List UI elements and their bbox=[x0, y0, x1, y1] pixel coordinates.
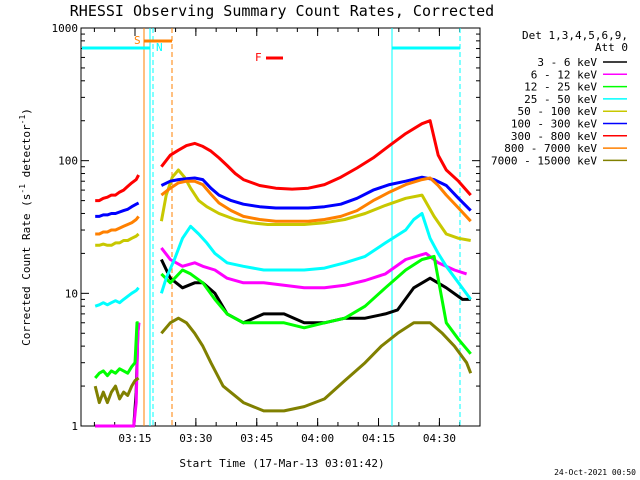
flare-flag-label: F bbox=[255, 51, 262, 64]
series-line-3-seg0 bbox=[94, 286, 140, 308]
series-line-2-seg1 bbox=[160, 254, 472, 355]
ylabel-sup2: -1 bbox=[18, 115, 27, 125]
series-line-0-seg0 bbox=[95, 322, 141, 428]
series-line-7-seg0 bbox=[95, 215, 140, 236]
plot-area-frame bbox=[80, 27, 481, 427]
legend-label: 6 - 12 keV bbox=[531, 68, 598, 81]
y-axis: 1 10 100 1000 bbox=[52, 22, 480, 433]
saa-flag-label: S bbox=[134, 34, 141, 47]
series-line-3-seg1 bbox=[159, 212, 472, 301]
series-line-7-seg1 bbox=[160, 176, 472, 223]
legend-header-line1: Det 1,3,4,5,6,9, bbox=[522, 29, 628, 42]
ylabel-end: ) bbox=[20, 108, 33, 115]
x-tick-label: 04:15 bbox=[362, 432, 395, 445]
x-tick-label: 03:15 bbox=[118, 432, 151, 445]
legend-label: 25 - 50 keV bbox=[524, 93, 597, 106]
y-tick-label: 1 bbox=[71, 420, 78, 433]
series-line-8-seg1 bbox=[160, 316, 473, 413]
series-line-2-seg0 bbox=[94, 321, 139, 379]
ylabel-main: Corrected Count Rate (s bbox=[20, 194, 33, 346]
timestamp: 24-Oct-2021 00:50 bbox=[554, 468, 636, 477]
ylabel-sup1: -1 bbox=[18, 184, 27, 194]
y-axis-label: Corrected Count Rate (s-1 detector-1) bbox=[18, 108, 33, 346]
series-line-0-seg1 bbox=[160, 258, 471, 325]
legend-label: 3 - 6 keV bbox=[537, 56, 597, 69]
y-tick-label: 10 bbox=[65, 287, 78, 300]
x-tick-label: 04:30 bbox=[423, 432, 456, 445]
series-line-6-seg0 bbox=[95, 174, 140, 203]
legend-label: 800 - 7000 keV bbox=[504, 142, 597, 155]
series-line-1-seg0 bbox=[95, 322, 141, 428]
legend-label: 7000 - 15000 keV bbox=[491, 154, 597, 167]
y-axis-title: Corrected Count Rate (s-1 detector-1) bbox=[18, 108, 33, 346]
series-line-1-seg1 bbox=[160, 246, 468, 290]
background-markers: S N F bbox=[82, 28, 461, 426]
series-line-4-seg1 bbox=[159, 168, 471, 242]
data-series bbox=[93, 119, 473, 428]
series-line-5-seg1 bbox=[160, 175, 472, 212]
legend-label: 12 - 25 keV bbox=[524, 81, 597, 94]
ylabel-mid: detector bbox=[20, 124, 33, 184]
x-tick-label: 03:45 bbox=[240, 432, 273, 445]
legend-label: 50 - 100 keV bbox=[518, 105, 598, 118]
series-line-8-seg0 bbox=[93, 376, 140, 405]
series-line-6-seg1 bbox=[160, 119, 472, 197]
x-tick-label: 03:30 bbox=[179, 432, 212, 445]
chart-title: RHESSI Observing Summary Count Rates, Co… bbox=[70, 2, 494, 20]
series-line-4-seg0 bbox=[95, 232, 140, 247]
night-flag-label: N bbox=[156, 41, 163, 54]
x-axis: 03:15 03:30 03:45 04:00 04:15 04:30 bbox=[93, 28, 461, 445]
x-axis-title: Start Time (17-Mar-13 03:01:42) bbox=[179, 457, 384, 470]
y-tick-label: 100 bbox=[58, 155, 78, 168]
series-line-5-seg0 bbox=[95, 201, 140, 218]
legend-label: 100 - 300 keV bbox=[511, 118, 597, 131]
x-tick-label: 04:00 bbox=[301, 432, 334, 445]
legend-header-line2: Att 0 bbox=[595, 41, 628, 54]
legend-label: 300 - 800 keV bbox=[511, 130, 597, 143]
y-tick-label: 1000 bbox=[52, 22, 79, 35]
